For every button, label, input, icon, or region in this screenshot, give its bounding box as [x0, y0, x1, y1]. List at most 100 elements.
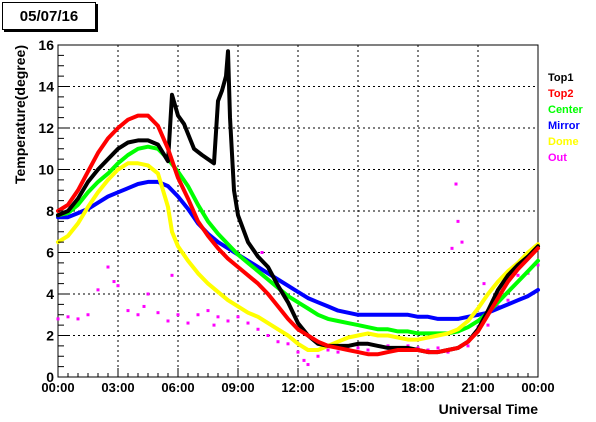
data-point [536, 263, 540, 267]
data-point [196, 219, 200, 223]
data-point [56, 213, 60, 217]
data-point [176, 114, 180, 118]
data-point [486, 323, 490, 327]
data-point [256, 265, 260, 269]
data-point [396, 313, 400, 317]
data-point [266, 277, 270, 281]
data-point [176, 194, 180, 198]
data-point [516, 267, 520, 271]
data-point [146, 163, 150, 167]
data-point [276, 284, 280, 288]
data-point [146, 292, 150, 296]
data-point [116, 161, 120, 165]
data-point [166, 159, 170, 163]
data-point [256, 282, 260, 286]
data-point [506, 273, 510, 277]
data-point [56, 317, 60, 321]
data-point [536, 259, 540, 263]
data-point [286, 334, 290, 337]
data-point [316, 348, 320, 352]
data-point [216, 240, 220, 244]
data-point [326, 348, 330, 352]
data-point [516, 273, 520, 277]
data-point [426, 350, 430, 354]
legend: Top1 Top2 Center Mirror Dome Out [548, 70, 594, 166]
data-point [236, 304, 240, 308]
data-point [266, 334, 270, 337]
data-point [346, 311, 350, 315]
data-point [336, 350, 340, 354]
data-point [200, 153, 204, 157]
y-tick-label: 4 [46, 286, 54, 302]
x-tick-label: 21:00 [461, 380, 494, 395]
data-point [486, 292, 490, 296]
data-point [226, 319, 230, 323]
x-tick-label: 03:00 [101, 380, 134, 395]
data-point [136, 147, 140, 151]
data-point [276, 340, 280, 344]
data-point [196, 271, 200, 275]
data-point [466, 319, 470, 323]
x-tick-label: 06:00 [161, 380, 194, 395]
data-point [356, 342, 360, 346]
data-point [356, 313, 360, 317]
data-point [296, 290, 300, 294]
data-point [286, 300, 290, 304]
data-point [146, 138, 150, 142]
data-point [526, 269, 530, 273]
data-point [166, 147, 170, 151]
data-point [266, 292, 270, 296]
data-point [186, 197, 190, 201]
series-mirror [56, 179, 540, 321]
data-point [256, 269, 260, 273]
data-point [126, 118, 130, 122]
y-tick-label: 2 [46, 328, 54, 344]
data-point [466, 344, 470, 348]
data-point [336, 340, 340, 344]
data-point [302, 358, 306, 362]
data-point [466, 340, 470, 344]
y-tick-label: 16 [38, 37, 54, 53]
data-point [516, 298, 520, 302]
data-point [406, 313, 410, 317]
legend-item-center: Center [548, 104, 583, 116]
data-point [326, 317, 330, 321]
y-tick-label: 6 [46, 245, 54, 261]
data-point [76, 221, 80, 225]
data-point [476, 329, 480, 333]
data-point [224, 74, 228, 78]
data-point [456, 317, 460, 321]
data-point [136, 114, 140, 118]
data-point [196, 203, 200, 207]
data-point [236, 213, 240, 217]
data-point [76, 203, 80, 207]
data-point [116, 147, 120, 151]
data-point [316, 354, 320, 358]
y-tick-label: 10 [38, 162, 54, 178]
data-point [66, 234, 70, 238]
data-point [346, 344, 350, 348]
data-point [186, 184, 190, 188]
data-point [316, 313, 320, 317]
legend-item-dome: Dome [548, 136, 579, 148]
data-point [286, 294, 290, 298]
data-point [416, 331, 420, 335]
data-point [346, 336, 350, 340]
data-point [96, 180, 100, 184]
data-point [482, 282, 486, 286]
data-point [86, 190, 90, 194]
data-point [316, 300, 320, 304]
data-point [286, 284, 290, 288]
data-point [66, 315, 70, 319]
data-point [106, 172, 110, 176]
data-point [76, 317, 80, 321]
data-point [176, 244, 180, 248]
data-point [146, 180, 150, 184]
data-point [386, 313, 390, 317]
data-point [416, 315, 420, 319]
data-point [86, 313, 90, 317]
data-point [286, 317, 290, 321]
data-point [136, 138, 140, 142]
data-point [376, 352, 380, 356]
data-point [460, 240, 464, 244]
